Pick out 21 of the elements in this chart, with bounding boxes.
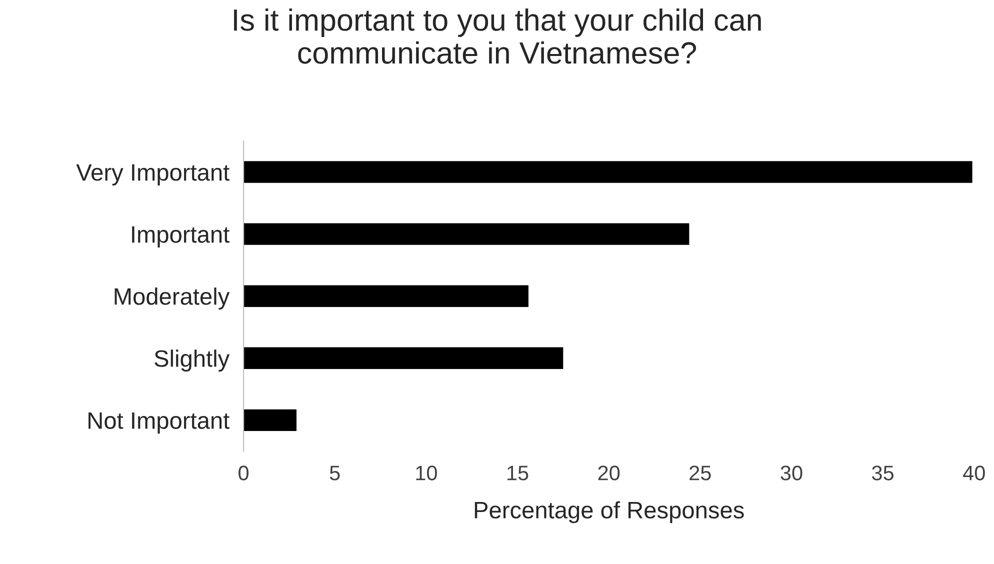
bar <box>244 347 564 369</box>
y-tick-label: Important <box>132 226 230 248</box>
y-tick-label: Very Important <box>76 164 230 186</box>
x-tick-label: 15 <box>508 466 528 480</box>
y-tick-label: Moderately <box>114 288 230 310</box>
x-tick-label: 5 <box>330 466 340 480</box>
bar <box>244 161 972 183</box>
x-tick-label: 40 <box>963 466 985 480</box>
bar <box>244 223 690 245</box>
y-tick-label: Not Important <box>88 412 230 434</box>
x-tick-label: 30 <box>780 466 802 480</box>
bar <box>244 409 296 432</box>
x-tick-label: 10 <box>416 466 437 480</box>
y-tick-label: Slightly <box>154 350 230 372</box>
x-tick-label: 25 <box>690 466 711 480</box>
x-tick-label: 0 <box>238 466 249 480</box>
x-tick-label: 35 <box>872 466 894 480</box>
x-tick-label: 20 <box>598 466 620 480</box>
x-axis-title: Percentage of Responses <box>474 501 744 524</box>
chart-title: Is it important to you that your child can communicate in Vietnamese? <box>234 8 761 64</box>
bar <box>244 285 528 307</box>
